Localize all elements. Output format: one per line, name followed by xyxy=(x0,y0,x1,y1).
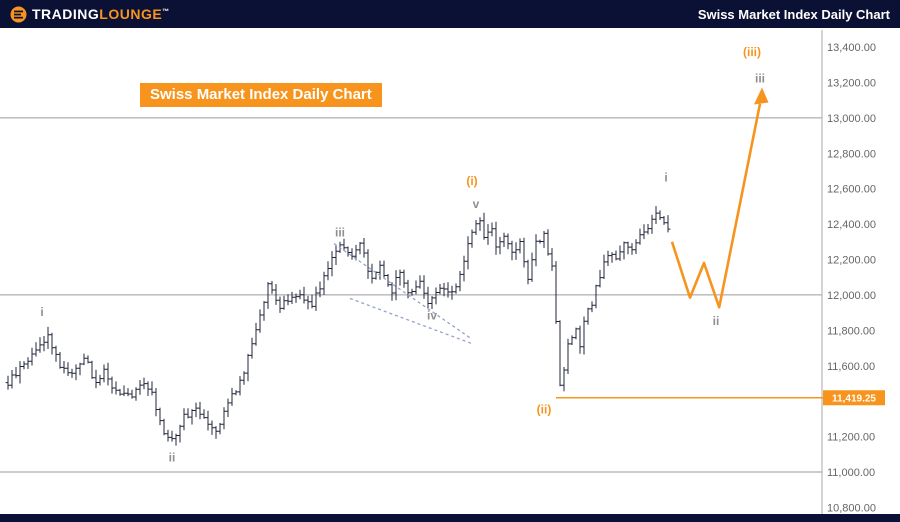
y-axis-label: 13,000.00 xyxy=(827,113,876,125)
y-axis-label: 11,800.00 xyxy=(827,325,875,337)
brand-trading: TRADING xyxy=(32,6,100,22)
wave-label-iii: iii xyxy=(755,71,765,85)
top-bar: TRADINGLOUNGE™ Swiss Market Index Daily … xyxy=(0,0,900,28)
support-price-flag xyxy=(823,390,885,406)
y-axis-label: 12,000.00 xyxy=(827,290,876,302)
trend-channel-line xyxy=(349,297,473,345)
topbar-title: Swiss Market Index Daily Chart xyxy=(697,6,890,22)
wave-label-v: v xyxy=(473,197,480,211)
y-axis-label: 11,600.00 xyxy=(827,361,875,373)
wave-label-ii: ii xyxy=(169,450,176,464)
y-axis-label: 10,800.00 xyxy=(827,502,876,514)
wave-label-iii: iii xyxy=(335,225,345,239)
wave-label-ii: ii xyxy=(713,314,720,328)
y-axis-label: 12,400.00 xyxy=(827,219,876,231)
trend-channel-line xyxy=(333,243,473,340)
projection-path xyxy=(670,103,762,309)
wave-label-i: (i) xyxy=(466,174,477,188)
y-axis-label: 11,200.00 xyxy=(827,432,875,444)
brand-wordmark: TRADINGLOUNGE™ xyxy=(32,6,170,22)
wave-label-i: i xyxy=(40,305,43,319)
brand-lounge: LOUNGE xyxy=(99,6,163,22)
brand-logo: TRADINGLOUNGE™ xyxy=(10,6,170,23)
ohlc-bars xyxy=(5,206,671,446)
y-axis-label: 12,600.00 xyxy=(827,184,876,196)
wave-label-i: i xyxy=(664,171,667,185)
brand-tm: ™ xyxy=(162,8,170,16)
support-price-label: 11,419.25 xyxy=(832,393,876,404)
y-axis-label: 12,800.00 xyxy=(827,148,876,160)
y-axis-label: 12,200.00 xyxy=(827,255,876,267)
wave-label-iii: (iii) xyxy=(743,45,761,59)
bottom-bar xyxy=(0,514,900,522)
tradinglounge-logo-icon xyxy=(10,6,27,23)
chart-title-badge: Swiss Market Index Daily Chart xyxy=(140,83,382,107)
projection-arrowhead-icon xyxy=(754,87,769,105)
wave-label-ii: (ii) xyxy=(537,403,552,417)
y-axis-label: 13,200.00 xyxy=(827,77,876,89)
y-axis-label: 13,400.00 xyxy=(827,42,876,54)
y-axis-label: 11,000.00 xyxy=(827,467,875,479)
wave-label-iv: iv xyxy=(427,309,437,323)
